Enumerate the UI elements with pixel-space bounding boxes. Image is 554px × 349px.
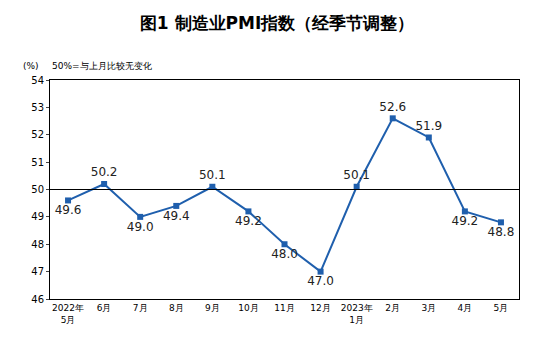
svg-text:图1 制造业PMI指数（经季节调整）: 图1 制造业PMI指数（经季节调整）: [140, 13, 414, 33]
svg-text:12月: 12月: [310, 303, 330, 313]
svg-text:48.0: 48.0: [271, 247, 298, 261]
svg-text:51: 51: [31, 157, 44, 168]
svg-text:9月: 9月: [205, 303, 220, 313]
svg-text:8月: 8月: [169, 303, 184, 313]
svg-text:46: 46: [31, 294, 44, 305]
svg-text:49.2: 49.2: [452, 214, 479, 228]
svg-text:49.6: 49.6: [55, 203, 82, 217]
svg-text:49.0: 49.0: [127, 220, 154, 234]
svg-text:5月: 5月: [494, 303, 509, 313]
svg-text:50%=与上月比较无变化: 50%=与上月比较无变化: [52, 61, 152, 71]
svg-text:50.1: 50.1: [199, 168, 226, 182]
svg-text:2022年5月: 2022年5月: [52, 303, 84, 325]
svg-text:47.0: 47.0: [307, 274, 334, 288]
svg-text:51.9: 51.9: [415, 119, 442, 133]
svg-text:49: 49: [31, 211, 44, 222]
svg-text:3月: 3月: [421, 303, 436, 313]
svg-text:11月: 11月: [274, 303, 294, 313]
svg-text:48.8: 48.8: [488, 225, 515, 239]
svg-text:4月: 4月: [458, 303, 473, 313]
svg-text:52.6: 52.6: [379, 100, 406, 114]
svg-text:7月: 7月: [133, 303, 148, 313]
svg-text:2月: 2月: [385, 303, 400, 313]
svg-text:(%): (%): [23, 61, 39, 71]
svg-text:6月: 6月: [97, 303, 112, 313]
svg-text:53: 53: [31, 102, 44, 113]
svg-text:50.1: 50.1: [343, 168, 370, 182]
svg-text:49.4: 49.4: [163, 209, 190, 223]
svg-text:52: 52: [31, 129, 44, 140]
svg-text:50.2: 50.2: [91, 165, 118, 179]
svg-text:2023年1月: 2023年1月: [341, 303, 373, 325]
svg-text:47: 47: [31, 266, 44, 277]
svg-text:10月: 10月: [238, 303, 258, 313]
svg-text:49.2: 49.2: [235, 214, 262, 228]
svg-text:50: 50: [31, 184, 44, 195]
svg-text:54: 54: [31, 75, 44, 86]
svg-text:48: 48: [31, 239, 44, 250]
